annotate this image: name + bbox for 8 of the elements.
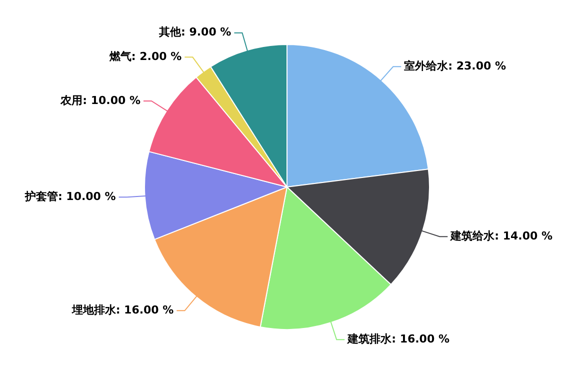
slice-label: 护套管: 10.00 % xyxy=(24,190,116,203)
slice-label: 建筑给水: 14.00 % xyxy=(450,229,553,242)
slice-label: 建筑排水: 16.00 % xyxy=(346,332,450,346)
slice-label: 燃气: 2.00 % xyxy=(108,50,182,64)
slice-label: 其他: 9.00 % xyxy=(158,26,232,39)
slice-label: 埋地排水: 16.00 % xyxy=(70,304,174,317)
slice-label: 农用: 10.00 % xyxy=(60,94,140,107)
slice-label: 室外给水: 23.00 % xyxy=(404,59,506,72)
